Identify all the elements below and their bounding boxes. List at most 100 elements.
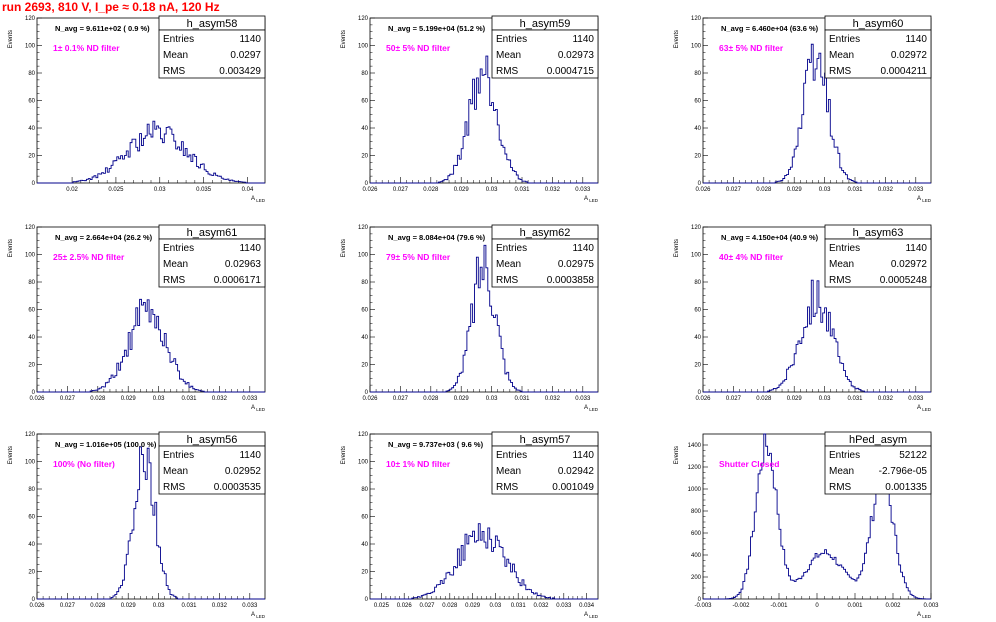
stats-value: 1140 [239, 450, 261, 461]
histogram-title: hPed_asym [849, 434, 907, 446]
histogram-panel-h_asym61: 0 20 40 60 80 100 120 0.026 0.027 0.028 0.029 0.03 0… [8, 224, 266, 412]
stats-value: 1140 [572, 34, 594, 45]
x-tick-label: 0.03 [153, 396, 165, 402]
y-tick-label: 40 [28, 126, 35, 132]
y-tick-label: 400 [691, 553, 702, 559]
x-tick-label: 0.027 [60, 396, 76, 402]
x-tick-label: 0.03 [486, 396, 498, 402]
x-axis-label: A LED [251, 405, 266, 412]
y-tick-label: 100 [25, 460, 36, 466]
stats-box [491, 29, 599, 79]
x-tick-label: 0.028 [442, 603, 458, 609]
histogram-series [370, 55, 598, 184]
y-tick-label: 80 [694, 71, 701, 77]
x-axis-label: A LED [584, 196, 599, 203]
stats-label: Entries [829, 450, 860, 461]
x-tick-label: 0.028 [90, 603, 106, 609]
stats-box [824, 445, 932, 495]
stats-value: 0.02972 [891, 50, 928, 61]
histogram-series [37, 446, 265, 600]
stats-value: 0.02973 [558, 50, 595, 61]
navg-label: N_avg = 9.737e+03 ( 9.6 %) [388, 440, 484, 449]
histogram-series [703, 279, 931, 393]
stats-box [491, 238, 599, 288]
histogram-title: h_asym59 [520, 18, 571, 30]
x-tick-label: 0.029 [465, 603, 481, 609]
stats-value: -2.796e-05 [879, 466, 928, 477]
stats-label: Entries [496, 34, 527, 45]
stats-box [158, 238, 266, 288]
x-tick-label: 0.03 [819, 396, 831, 402]
x-tick-label: 0.025 [108, 187, 124, 193]
y-tick-label: 20 [28, 570, 35, 576]
x-tick-label: 0.033 [908, 396, 924, 402]
y-tick-label: 120 [691, 16, 702, 22]
y-tick-label: 120 [25, 432, 36, 438]
histogram-panel-h_asym63: 0 20 40 60 80 100 120 0.026 0.027 0.028 0.029 0.03 0… [674, 224, 932, 412]
x-tick-label: 0.03 [154, 187, 166, 193]
x-tick-label: 0.026 [397, 603, 413, 609]
stats-value: 0.0003535 [214, 482, 262, 493]
histogram-panel-h_asym58: 0 20 40 60 80 100 120 0.02 0.025 0.03 0.035 0.04 Eve… [8, 15, 266, 203]
x-tick-label: 0.003 [923, 603, 939, 609]
x-tick-label: 0.033 [575, 187, 591, 193]
y-axis-label: Events [8, 239, 14, 257]
x-tick-label: 0.002 [885, 603, 901, 609]
filter-label: 10± 1% ND filter [386, 459, 451, 469]
y-axis-label: Events [674, 446, 680, 464]
stats-label: RMS [496, 66, 519, 77]
x-tick-label: 0.029 [121, 396, 137, 402]
stats-label: Entries [496, 243, 527, 254]
y-tick-label: 120 [25, 225, 36, 231]
histogram-panel-hPed_asym: 0 200 400 600 800 1000 1200 1400 -0.003 -0.002 -0.… [674, 431, 939, 619]
y-tick-label: 60 [28, 99, 35, 105]
x-tick-label: 0.028 [423, 187, 439, 193]
stats-value: 1140 [905, 34, 927, 45]
x-tick-label: 0.026 [695, 396, 711, 402]
stats-label: Mean [163, 50, 188, 61]
stats-label: RMS [163, 66, 186, 77]
stats-label: Mean [829, 466, 854, 477]
stats-label: RMS [829, 275, 852, 286]
x-tick-label: 0.029 [454, 187, 470, 193]
x-axis-label: A LED [917, 405, 932, 412]
stats-value: 0.003429 [219, 66, 261, 77]
stats-label: Mean [496, 259, 521, 270]
y-tick-label: 100 [25, 253, 36, 259]
y-tick-label: 0 [32, 390, 36, 396]
x-axis-label: A LED [251, 196, 266, 203]
y-tick-label: 800 [691, 509, 702, 515]
x-tick-label: 0.033 [242, 396, 258, 402]
y-tick-label: 40 [28, 542, 35, 548]
stats-value: 0.0006171 [214, 275, 262, 286]
x-tick-label: 0.029 [787, 396, 803, 402]
histogram-panel-h_asym60: 0 20 40 60 80 100 120 0.026 0.027 0.028 0.029 0.03 0… [674, 15, 932, 203]
stats-label: Mean [163, 466, 188, 477]
x-tick-label: 0.028 [423, 396, 439, 402]
stats-value: 0.0003858 [547, 275, 595, 286]
filter-label: 79± 5% ND filter [386, 252, 451, 262]
y-axis-label: Events [8, 30, 14, 48]
y-tick-label: 80 [28, 487, 35, 493]
y-tick-label: 100 [358, 460, 369, 466]
x-tick-label: 0.032 [878, 396, 894, 402]
y-tick-label: 0 [698, 181, 702, 187]
x-tick-label: 0.03 [153, 603, 165, 609]
y-tick-label: 60 [361, 308, 368, 314]
y-tick-label: 60 [28, 308, 35, 314]
y-tick-label: 120 [358, 432, 369, 438]
y-tick-label: 80 [28, 280, 35, 286]
filter-label: 100% (No filter) [53, 459, 115, 469]
x-tick-label: 0.031 [511, 603, 527, 609]
y-tick-label: 100 [691, 253, 702, 259]
y-tick-label: 120 [358, 16, 369, 22]
histogram-panel-h_asym62: 0 20 40 60 80 100 120 0.026 0.027 0.028 0.029 0.03 0… [341, 224, 599, 412]
y-tick-label: 0 [365, 390, 369, 396]
filter-label: 1± 0.1% ND filter [53, 43, 120, 53]
histogram-panel-h_asym56: 0 20 40 60 80 100 120 0.026 0.027 0.028 0.029 0.03 0… [8, 431, 266, 619]
y-tick-label: 80 [694, 280, 701, 286]
x-tick-label: 0.027 [726, 396, 742, 402]
y-tick-label: 0 [365, 597, 369, 603]
histogram-title: h_asym58 [187, 18, 238, 30]
y-tick-label: 20 [28, 154, 35, 160]
